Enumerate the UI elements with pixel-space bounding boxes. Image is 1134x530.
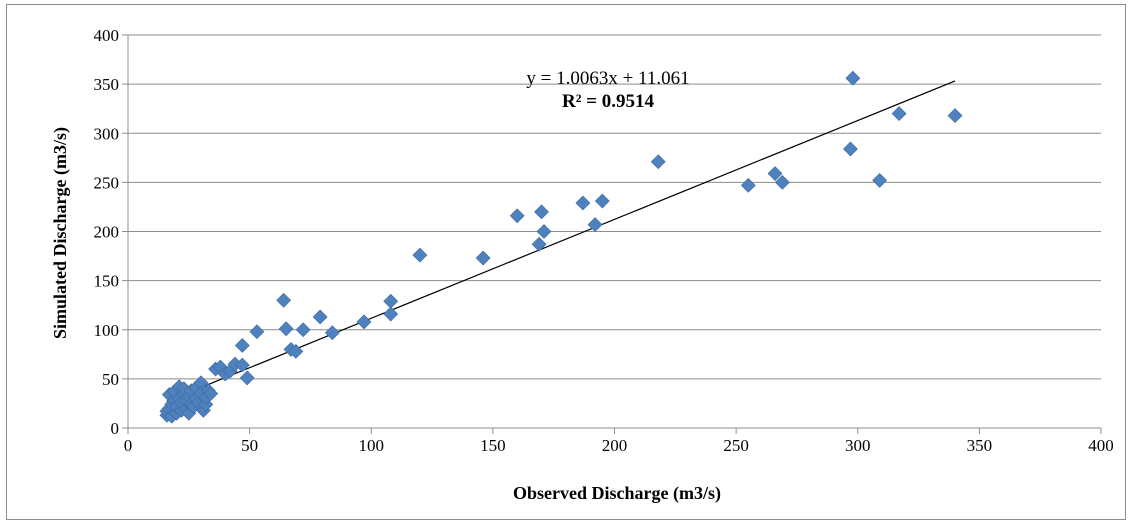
x-tick-label: 200 xyxy=(602,436,628,455)
y-tick-label: 400 xyxy=(94,26,120,45)
y-tick-label: 0 xyxy=(111,419,120,438)
data-point xyxy=(239,370,255,386)
y-tick-label: 350 xyxy=(94,75,120,94)
x-tick-label: 150 xyxy=(480,436,506,455)
data-point xyxy=(594,193,610,209)
data-point xyxy=(249,324,265,340)
y-axis-title: Simulated Discharge (m3/s) xyxy=(50,127,71,339)
y-tick-label: 300 xyxy=(94,124,120,143)
data-point xyxy=(845,70,861,86)
data-point xyxy=(234,338,250,353)
data-point xyxy=(276,292,292,308)
x-axis-title: Observed Discharge (m3/s) xyxy=(513,483,721,504)
data-point xyxy=(203,386,219,402)
scatter-chart: 0 50 100 150 200 250 300 350 400 0 50 100 150 200 250 3… xyxy=(50,26,1114,504)
y-tick-label: 200 xyxy=(94,223,120,242)
data-point xyxy=(475,250,491,266)
data-point xyxy=(536,224,552,239)
data-point xyxy=(774,174,790,190)
data-point xyxy=(509,208,525,224)
data-point xyxy=(740,177,756,193)
data-point xyxy=(947,108,963,123)
x-tick-label: 250 xyxy=(723,436,749,455)
data-point xyxy=(575,195,591,211)
y-tick-label: 250 xyxy=(94,173,120,192)
tick-labels: 0 50 100 150 200 250 300 350 400 0 50 100 150 200 250 3… xyxy=(94,26,1114,455)
data-point xyxy=(356,314,372,330)
x-tick-label: 50 xyxy=(241,436,258,455)
y-tick-label: 100 xyxy=(94,321,120,340)
data-point xyxy=(767,166,783,181)
data-point xyxy=(312,309,328,325)
data-point xyxy=(288,343,304,359)
x-tick-label: 300 xyxy=(845,436,871,455)
data-point xyxy=(383,293,399,309)
x-tick-label: 350 xyxy=(967,436,993,455)
data-point xyxy=(383,306,399,322)
trendline xyxy=(166,80,956,402)
r-squared-label: R² = 0.9514 xyxy=(562,91,654,112)
y-tick-label: 50 xyxy=(102,370,119,389)
y-tick-label: 150 xyxy=(94,272,120,291)
data-point xyxy=(278,321,294,337)
chart-frame: 0 50 100 150 200 250 300 350 400 0 50 100 150 200 250 3… xyxy=(6,4,1126,520)
x-tick-label: 100 xyxy=(359,436,385,455)
axes xyxy=(122,34,1102,434)
data-point xyxy=(324,325,340,341)
data-point xyxy=(234,357,250,373)
data-point xyxy=(295,322,311,338)
data-point xyxy=(412,247,428,263)
data-point xyxy=(843,141,858,157)
data-point xyxy=(531,236,547,252)
data-point xyxy=(891,106,907,122)
x-tick-label: 0 xyxy=(124,436,133,455)
data-point xyxy=(872,172,888,188)
trendline-equation: y = 1.0063x + 11.061 xyxy=(526,68,689,89)
data-point xyxy=(650,154,666,170)
data-points xyxy=(159,70,963,424)
data-point xyxy=(534,204,549,220)
data-point xyxy=(587,217,603,233)
x-tick-label: 400 xyxy=(1088,436,1114,455)
